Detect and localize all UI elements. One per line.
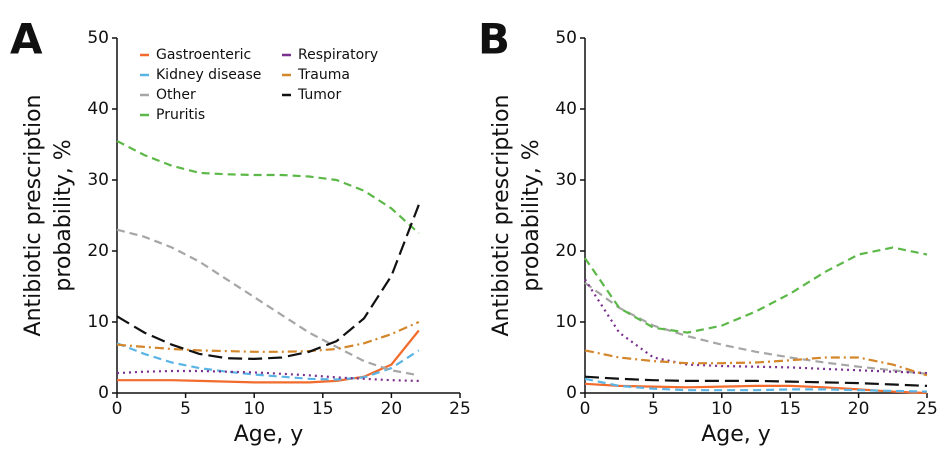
y-tick-label: 0 — [98, 383, 109, 403]
x-tick-label: 5 — [180, 399, 191, 419]
legend-label: Tumor — [297, 87, 342, 103]
y-tick-label: 10 — [555, 312, 577, 332]
series-line — [116, 204, 420, 361]
series-line — [584, 246, 928, 334]
y-tick-label: 0 — [566, 383, 577, 403]
y-tick-label: 10 — [87, 312, 109, 332]
x-axis-label: Age, y — [701, 422, 771, 447]
y-axis-label: Antibiotic prescription — [489, 95, 514, 337]
panel-label: B — [478, 15, 510, 64]
series-line — [584, 282, 928, 375]
series-line — [116, 228, 419, 377]
legend-label: Trauma — [297, 67, 350, 83]
x-tick-label: 15 — [312, 399, 334, 419]
y-tick-label: 30 — [555, 170, 577, 190]
x-axis-label: Age, y — [234, 422, 304, 447]
series-line — [584, 382, 928, 395]
x-tick-label: 20 — [848, 399, 870, 419]
x-tick-label: 5 — [648, 399, 659, 419]
series-line — [117, 329, 420, 384]
legend-label: Pruritis — [156, 107, 205, 123]
series-line — [116, 342, 420, 381]
series-line — [584, 349, 928, 377]
y-tick-label: 40 — [555, 99, 577, 119]
x-tick-label: 20 — [381, 399, 403, 419]
legend-label: Kidney disease — [156, 67, 261, 83]
x-tick-label: 25 — [916, 399, 938, 419]
series-line — [116, 369, 419, 382]
series-line — [584, 375, 928, 387]
legend-label: Respiratory — [298, 47, 378, 63]
x-tick-label: 10 — [243, 399, 265, 419]
panel-label: A — [10, 15, 43, 64]
x-tick-label: 15 — [779, 399, 801, 419]
series-line — [116, 320, 420, 353]
series-line — [584, 377, 928, 393]
series-line — [584, 278, 928, 375]
y-tick-label: 30 — [87, 170, 109, 190]
y-tick-label: 20 — [555, 241, 577, 261]
y-tick-label: 20 — [87, 241, 109, 261]
x-tick-label: 10 — [711, 399, 733, 419]
y-axis-label: Antibiotic prescription — [21, 95, 46, 337]
x-tick-label: 0 — [112, 399, 123, 419]
y-axis-label: probability, % — [519, 139, 544, 291]
series-line — [116, 140, 420, 235]
y-axis-label: probability, % — [51, 139, 76, 291]
x-tick-label: 0 — [580, 399, 591, 419]
y-tick-label: 50 — [87, 28, 109, 48]
x-tick-label: 25 — [449, 399, 471, 419]
y-tick-label: 40 — [87, 99, 109, 119]
legend-label: Other — [156, 87, 196, 103]
legend-label: Gastroenteric — [156, 47, 251, 63]
y-tick-label: 50 — [555, 28, 577, 48]
